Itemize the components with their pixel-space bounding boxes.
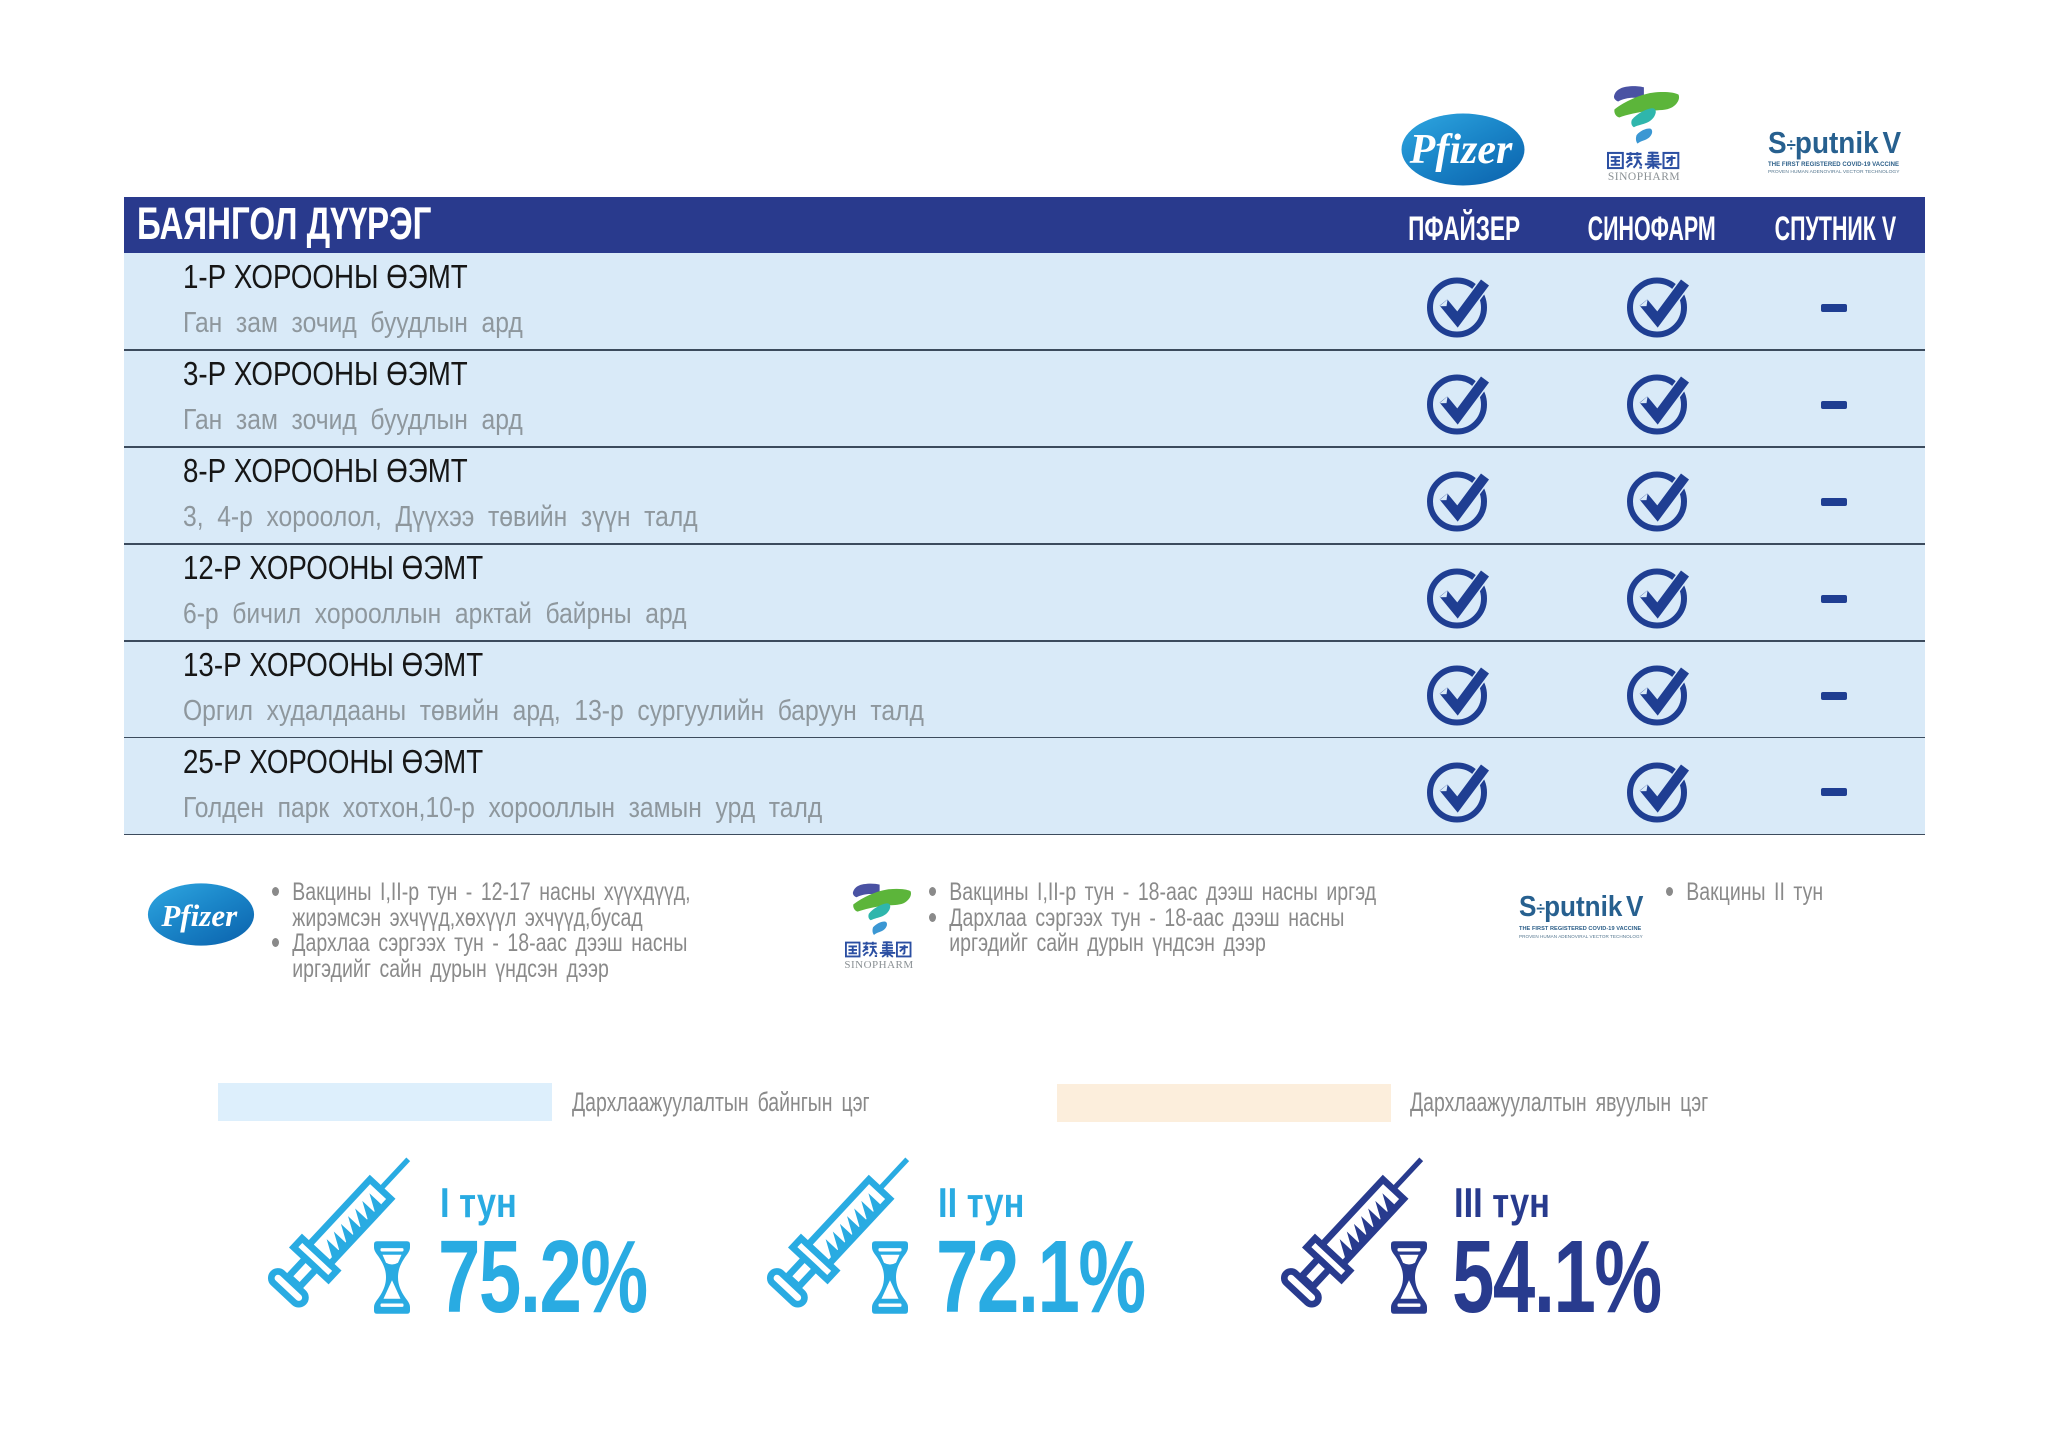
- svg-text:Pfizer: Pfizer: [160, 898, 238, 933]
- svg-text:Pfizer: Pfizer: [1409, 127, 1513, 173]
